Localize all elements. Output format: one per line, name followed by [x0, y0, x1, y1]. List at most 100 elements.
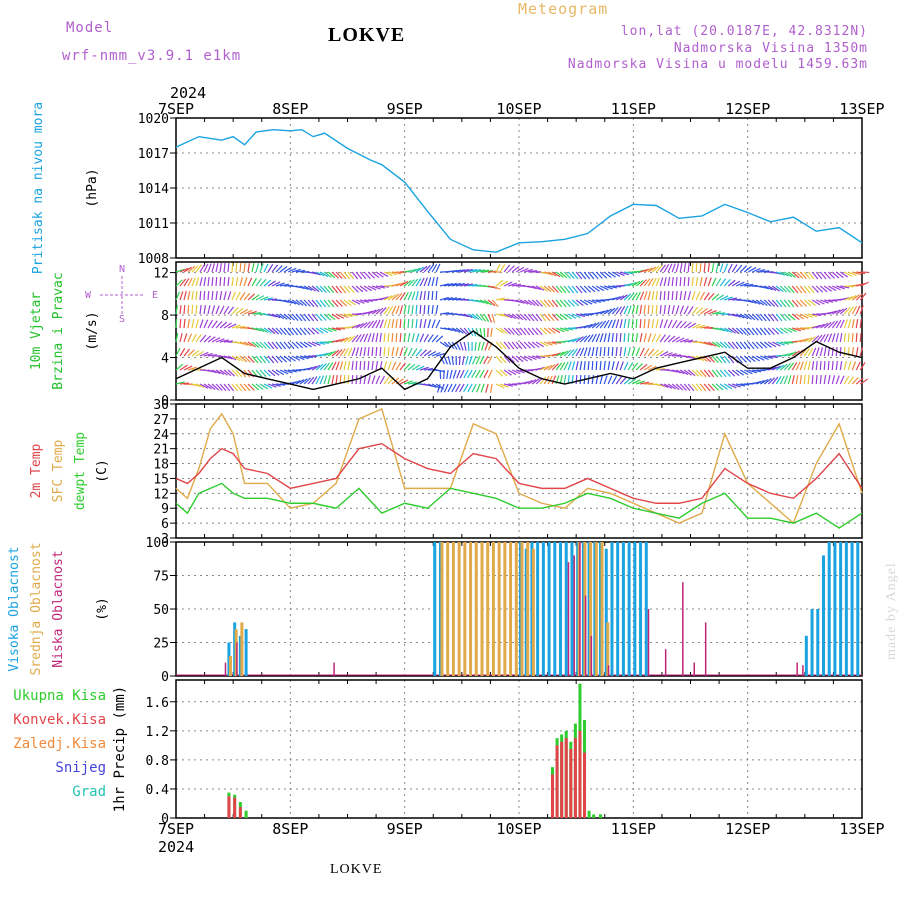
wind-barb — [391, 347, 395, 357]
wind-barb — [823, 321, 832, 329]
wind-barb — [535, 285, 545, 291]
wind-barb — [191, 333, 197, 343]
wind-barb — [812, 324, 822, 329]
wind-barb — [659, 264, 666, 273]
wind-barb — [483, 327, 486, 338]
wind-barb — [211, 320, 218, 329]
wind-barb — [391, 319, 395, 329]
wind-barb — [363, 360, 366, 371]
wind-barb — [819, 374, 822, 385]
cloud-bar — [333, 662, 335, 676]
cloud-bar — [433, 542, 437, 676]
wind-barb — [775, 313, 783, 322]
wind-barb — [747, 341, 755, 350]
wind-barb — [395, 292, 403, 301]
wind-barb — [467, 383, 473, 393]
wind-barb — [359, 299, 369, 303]
wind-barb — [371, 320, 378, 329]
wind-barb — [719, 341, 728, 349]
wind-barb — [435, 290, 438, 301]
wind-barb — [367, 285, 377, 291]
wind-barb — [383, 332, 386, 343]
cloud-bar — [802, 665, 804, 676]
wind-barb — [479, 313, 487, 322]
wind-barb — [251, 277, 257, 287]
wind-barb — [443, 282, 453, 287]
wind-barb — [783, 375, 789, 385]
t2m-line — [175, 442, 863, 504]
wind-barb — [731, 327, 740, 335]
wind-barb — [355, 322, 365, 329]
wind-barb — [223, 276, 226, 287]
wind-barb — [255, 369, 263, 378]
wind-barb — [631, 362, 639, 371]
wind-barb — [535, 313, 543, 322]
wind-barb — [331, 285, 339, 294]
wind-barb — [719, 263, 724, 273]
wind-barb — [591, 285, 600, 292]
wind-barb — [579, 335, 588, 343]
wind-barb — [371, 375, 376, 385]
wind-barb — [643, 304, 646, 315]
wind-barb — [811, 335, 820, 343]
wind-barb — [271, 355, 279, 364]
wind-barb — [371, 333, 375, 343]
dewpt-line — [175, 482, 863, 529]
wind-barb — [703, 308, 713, 315]
cloud-bar — [553, 542, 557, 676]
wind-barb — [711, 355, 719, 364]
wind-barb — [491, 313, 496, 323]
wind-barb — [819, 347, 824, 357]
wind-barb — [808, 313, 818, 318]
wind-barb — [839, 361, 843, 371]
wind-barb — [575, 374, 578, 385]
wind-barb — [651, 349, 660, 357]
wind-barb — [175, 347, 181, 357]
wind-barb — [239, 355, 248, 363]
wind-barb — [195, 277, 200, 287]
wind-barb — [839, 333, 843, 343]
wind-barb — [423, 291, 426, 301]
cloud-bar — [664, 649, 667, 676]
wind-barb — [571, 299, 580, 307]
wind-barb — [747, 266, 757, 273]
wind-barb — [443, 327, 453, 331]
wind-barb — [663, 290, 666, 301]
wind-barb — [723, 383, 733, 390]
precip-legend-label: Zaledj.Kisa — [13, 736, 106, 752]
wind-barb — [267, 383, 277, 388]
wind-barb — [663, 334, 671, 343]
wind-barb — [343, 299, 352, 306]
wind-barb — [599, 375, 604, 385]
wind-barb — [283, 341, 291, 350]
wind-barb — [575, 336, 584, 343]
wind-barb — [343, 347, 350, 357]
wind-barb — [551, 271, 561, 278]
wind-barb — [367, 271, 376, 279]
wind-barb — [395, 361, 402, 371]
wind-barb — [279, 369, 289, 375]
wind-barb — [355, 334, 362, 343]
wind-barb — [477, 341, 481, 351]
wind-barb — [631, 318, 634, 329]
wind-barb — [399, 318, 402, 329]
wind-barb — [323, 271, 332, 278]
wind-barb — [779, 285, 788, 293]
cloud-bar — [856, 542, 860, 676]
wind-barb — [191, 383, 201, 387]
wind-barb — [175, 333, 179, 343]
wind-barb — [635, 318, 638, 329]
wind-barb — [474, 341, 477, 352]
wind-barb — [727, 327, 736, 334]
wind-barb — [295, 355, 305, 361]
wind-barb — [831, 360, 834, 371]
wind-barb — [679, 305, 685, 315]
wind-barb — [803, 361, 808, 371]
wind-barb — [247, 383, 255, 391]
wind-barb — [811, 271, 819, 280]
wind-barb — [547, 363, 556, 371]
wind-barb — [311, 376, 318, 385]
wind-barb — [571, 348, 578, 357]
wind-barb — [403, 291, 409, 301]
wind-barb — [467, 268, 477, 273]
